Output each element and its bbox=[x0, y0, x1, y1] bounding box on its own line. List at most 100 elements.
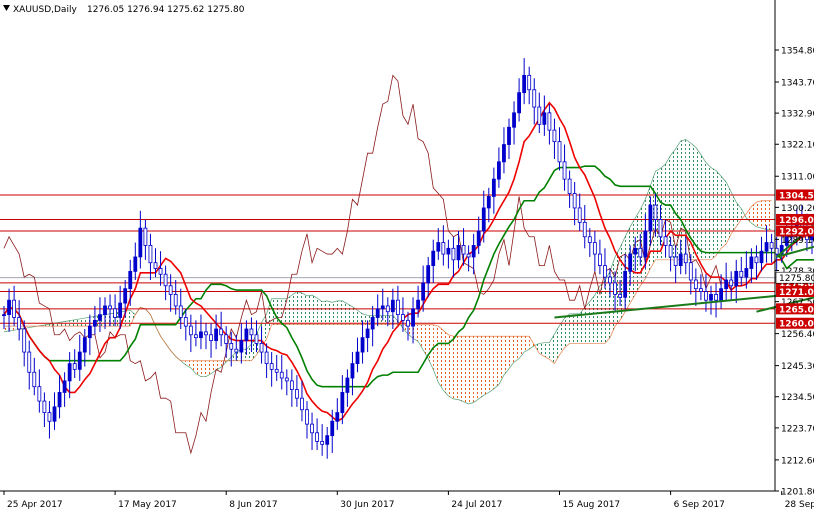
candle-body bbox=[164, 274, 167, 286]
candle-body bbox=[63, 381, 66, 393]
candle-body bbox=[543, 113, 546, 125]
cloud-segment bbox=[312, 295, 317, 325]
chart-header: XAUUSD,Daily 1276.05 1276.94 1275.62 127… bbox=[3, 5, 245, 15]
candle-body bbox=[699, 289, 702, 292]
candle-body bbox=[593, 243, 596, 255]
candle-body bbox=[38, 387, 41, 401]
candle-body bbox=[472, 245, 475, 257]
cloud-segment bbox=[332, 301, 337, 325]
candle-body bbox=[356, 352, 359, 364]
candle-body bbox=[265, 352, 268, 364]
candle-body bbox=[664, 237, 667, 246]
candle-body bbox=[619, 294, 622, 297]
cloud-segment bbox=[514, 336, 519, 362]
candle-body bbox=[184, 317, 187, 326]
level-label: 1260.00 bbox=[779, 320, 814, 330]
candle-body bbox=[341, 392, 344, 412]
candle-body bbox=[210, 335, 213, 341]
candle-body bbox=[159, 268, 162, 274]
cloud-segment bbox=[570, 314, 575, 344]
candle-body bbox=[497, 162, 500, 179]
candle-body bbox=[13, 300, 16, 317]
candle-body bbox=[386, 306, 389, 312]
candle-body bbox=[674, 257, 677, 266]
cloud-segment bbox=[80, 318, 85, 326]
candle-body bbox=[28, 352, 31, 372]
x-tick-label: 25 Apr 2017 bbox=[7, 500, 63, 510]
candle-body bbox=[730, 280, 733, 286]
candle-body bbox=[194, 335, 197, 338]
candle-body bbox=[603, 266, 606, 278]
candle-body bbox=[391, 300, 394, 312]
candle-body bbox=[710, 294, 713, 300]
candle-body bbox=[225, 335, 228, 344]
candle-body bbox=[694, 280, 697, 289]
candle-body bbox=[78, 352, 81, 369]
candle-body bbox=[492, 179, 495, 196]
cloud-segment bbox=[479, 336, 484, 399]
candle-body bbox=[614, 283, 617, 295]
candle-body bbox=[725, 280, 728, 289]
candle-body bbox=[679, 254, 682, 266]
cloud-segment bbox=[767, 201, 772, 230]
cloud-segment bbox=[201, 361, 206, 377]
cloud-segment bbox=[585, 302, 590, 344]
candle-body bbox=[58, 392, 61, 406]
candle-body bbox=[598, 254, 601, 266]
candle-body bbox=[396, 300, 399, 314]
candle-body bbox=[250, 329, 253, 335]
y-tick-label: 1300.20 bbox=[781, 204, 814, 214]
candle-body bbox=[270, 364, 273, 370]
candle-body bbox=[553, 130, 556, 142]
cloud-segment bbox=[105, 314, 110, 326]
cloud-segment bbox=[681, 139, 686, 259]
candle-body bbox=[745, 268, 748, 277]
candle-body bbox=[245, 329, 248, 341]
candle-body bbox=[174, 294, 177, 306]
cloud-segment bbox=[701, 155, 706, 260]
candle-body bbox=[649, 205, 652, 231]
candle-body bbox=[487, 196, 490, 208]
candle-body bbox=[588, 237, 591, 243]
candle-body bbox=[98, 315, 101, 321]
symbol-label: XAUUSD,Daily bbox=[13, 5, 77, 15]
candle-body bbox=[462, 245, 465, 254]
candle-body bbox=[548, 113, 551, 130]
y-tick-label: 1322.10 bbox=[781, 141, 814, 151]
candle-body bbox=[770, 243, 773, 249]
candle-body bbox=[68, 364, 71, 381]
candle-body bbox=[179, 306, 182, 318]
candle-body bbox=[457, 245, 460, 259]
cloud-segment bbox=[474, 336, 479, 402]
x-tick-label: 28 Sep 2017 bbox=[785, 500, 814, 510]
candle-body bbox=[381, 306, 384, 309]
level-label: 1296.00 bbox=[779, 216, 814, 226]
candle-body bbox=[144, 228, 147, 245]
candle-body bbox=[442, 243, 445, 255]
candle-body bbox=[23, 329, 26, 352]
y-tick-label: 1223.70 bbox=[781, 424, 814, 434]
cloud-segment bbox=[676, 141, 681, 260]
candle-body bbox=[351, 364, 354, 378]
candle-body bbox=[467, 254, 470, 257]
candle-body bbox=[669, 245, 672, 257]
candle-body bbox=[255, 335, 258, 344]
y-tick-label: 1332.90 bbox=[781, 110, 814, 120]
candle-body bbox=[558, 142, 561, 162]
y-tick-label: 1311.00 bbox=[781, 173, 814, 183]
candle-body bbox=[639, 248, 642, 257]
candle-body bbox=[43, 401, 46, 413]
candle-body bbox=[644, 231, 647, 257]
candle-body bbox=[401, 315, 404, 321]
candle-body bbox=[230, 343, 233, 349]
candle-body bbox=[300, 398, 303, 410]
candle-body bbox=[33, 372, 36, 386]
candle-body bbox=[93, 320, 96, 326]
candle-body bbox=[432, 251, 435, 265]
y-tick-label: 1245.30 bbox=[781, 362, 814, 372]
cloud-segment bbox=[565, 314, 570, 348]
x-tick-label: 6 Sep 2017 bbox=[674, 500, 725, 510]
candle-body bbox=[523, 75, 526, 92]
